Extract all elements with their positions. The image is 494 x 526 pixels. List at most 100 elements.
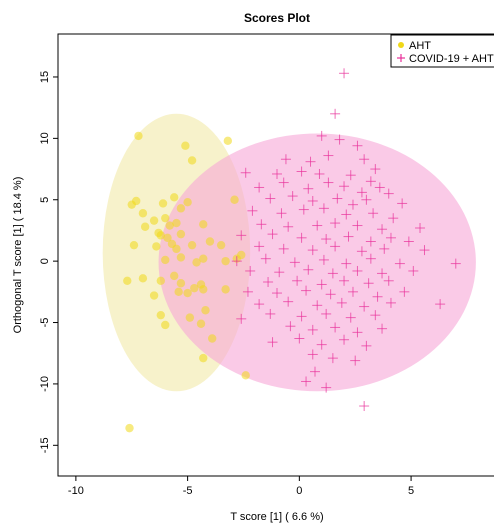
point-covid-aht bbox=[242, 286, 253, 297]
point-covid-aht bbox=[377, 224, 388, 235]
data-points bbox=[123, 68, 461, 433]
point-covid-aht bbox=[361, 340, 372, 351]
point-covid-aht bbox=[368, 208, 379, 219]
point-aht bbox=[161, 213, 170, 223]
point-aht bbox=[190, 283, 199, 293]
point-covid-aht bbox=[341, 209, 352, 220]
point-aht bbox=[205, 237, 215, 246]
point-covid-aht bbox=[254, 241, 265, 252]
point-covid-aht bbox=[247, 205, 258, 216]
point-aht bbox=[161, 320, 170, 330]
point-aht bbox=[149, 216, 159, 225]
point-covid-aht bbox=[330, 218, 341, 229]
point-covid-aht bbox=[316, 279, 327, 290]
point-covid-aht bbox=[296, 166, 307, 177]
point-covid-aht bbox=[280, 154, 291, 165]
point-covid-aht bbox=[356, 246, 367, 257]
point-covid-aht bbox=[361, 194, 372, 205]
point-covid-aht bbox=[274, 267, 285, 278]
point-covid-aht bbox=[350, 355, 361, 366]
point-covid-aht bbox=[307, 195, 318, 206]
point-covid-aht bbox=[377, 268, 388, 279]
x-tick-label: 0 bbox=[296, 485, 302, 497]
point-aht bbox=[176, 253, 186, 262]
point-aht bbox=[201, 306, 210, 315]
point-aht bbox=[223, 136, 233, 146]
point-covid-aht bbox=[276, 208, 287, 219]
x-tick-label: -5 bbox=[183, 485, 193, 497]
legend-marker-plus bbox=[397, 54, 405, 62]
point-covid-aht bbox=[397, 198, 408, 209]
point-covid-aht bbox=[330, 108, 341, 119]
point-covid-aht bbox=[359, 154, 370, 165]
point-covid-aht bbox=[254, 182, 265, 193]
point-covid-aht bbox=[278, 243, 289, 254]
y-tick-label: 10 bbox=[39, 132, 51, 144]
point-covid-aht bbox=[379, 243, 390, 254]
point-covid-aht bbox=[272, 168, 282, 179]
point-aht bbox=[170, 193, 179, 202]
point-covid-aht bbox=[365, 176, 376, 187]
point-covid-aht bbox=[236, 313, 247, 324]
point-covid-aht bbox=[330, 241, 341, 252]
point-covid-aht bbox=[272, 288, 282, 299]
point-covid-aht bbox=[240, 167, 251, 178]
point-covid-aht bbox=[365, 236, 376, 247]
point-covid-aht bbox=[316, 130, 327, 141]
point-aht bbox=[187, 240, 197, 250]
point-covid-aht bbox=[314, 168, 325, 179]
point-covid-aht bbox=[383, 188, 394, 199]
point-covid-aht bbox=[356, 187, 367, 198]
point-covid-aht bbox=[327, 268, 338, 279]
point-covid-aht bbox=[307, 349, 318, 360]
point-aht bbox=[187, 156, 197, 165]
point-covid-aht bbox=[316, 339, 327, 350]
point-covid-aht bbox=[388, 213, 399, 224]
point-aht bbox=[172, 218, 181, 228]
y-tick-label: -10 bbox=[39, 376, 51, 392]
point-covid-aht bbox=[263, 277, 274, 288]
point-covid-aht bbox=[372, 291, 383, 302]
axes: -10 -5 0 5 -15 -10 -5 0 5 10 15 bbox=[39, 71, 414, 497]
point-covid-aht bbox=[292, 275, 303, 286]
legend-box bbox=[390, 34, 494, 68]
point-covid-aht bbox=[347, 199, 358, 210]
point-covid-aht bbox=[298, 204, 309, 215]
point-covid-aht bbox=[312, 300, 323, 311]
point-covid-aht bbox=[301, 376, 312, 387]
point-covid-aht bbox=[305, 156, 316, 167]
point-covid-aht bbox=[267, 229, 278, 240]
point-aht bbox=[165, 221, 174, 230]
point-aht bbox=[181, 141, 190, 150]
point-aht bbox=[183, 198, 192, 207]
point-covid-aht bbox=[339, 68, 350, 79]
point-aht bbox=[199, 254, 208, 263]
point-covid-aht bbox=[450, 258, 461, 269]
point-covid-aht bbox=[339, 334, 350, 345]
point-covid-aht bbox=[321, 382, 332, 393]
y-axis-title: Orthogonal T score [1] ( 18.4 %) bbox=[12, 177, 24, 334]
point-aht bbox=[199, 220, 208, 229]
y-tick-label: 15 bbox=[39, 71, 51, 83]
point-covid-aht bbox=[327, 353, 338, 364]
point-covid-aht bbox=[345, 312, 356, 323]
point-covid-aht bbox=[318, 203, 329, 214]
point-covid-aht bbox=[359, 401, 370, 412]
point-aht bbox=[241, 371, 250, 380]
point-aht bbox=[129, 240, 139, 250]
point-aht bbox=[185, 313, 195, 322]
point-covid-aht bbox=[256, 219, 267, 230]
point-aht bbox=[176, 229, 186, 239]
point-covid-aht bbox=[236, 230, 247, 241]
point-covid-aht bbox=[321, 308, 332, 319]
point-aht bbox=[176, 204, 186, 213]
point-covid-aht bbox=[419, 245, 430, 256]
point-aht bbox=[172, 244, 181, 254]
point-covid-aht bbox=[267, 337, 278, 348]
point-covid-aht bbox=[374, 182, 385, 193]
point-aht bbox=[176, 279, 186, 288]
point-aht bbox=[140, 222, 150, 231]
point-covid-aht bbox=[363, 278, 374, 289]
confidence-ellipse-2 bbox=[158, 133, 476, 392]
